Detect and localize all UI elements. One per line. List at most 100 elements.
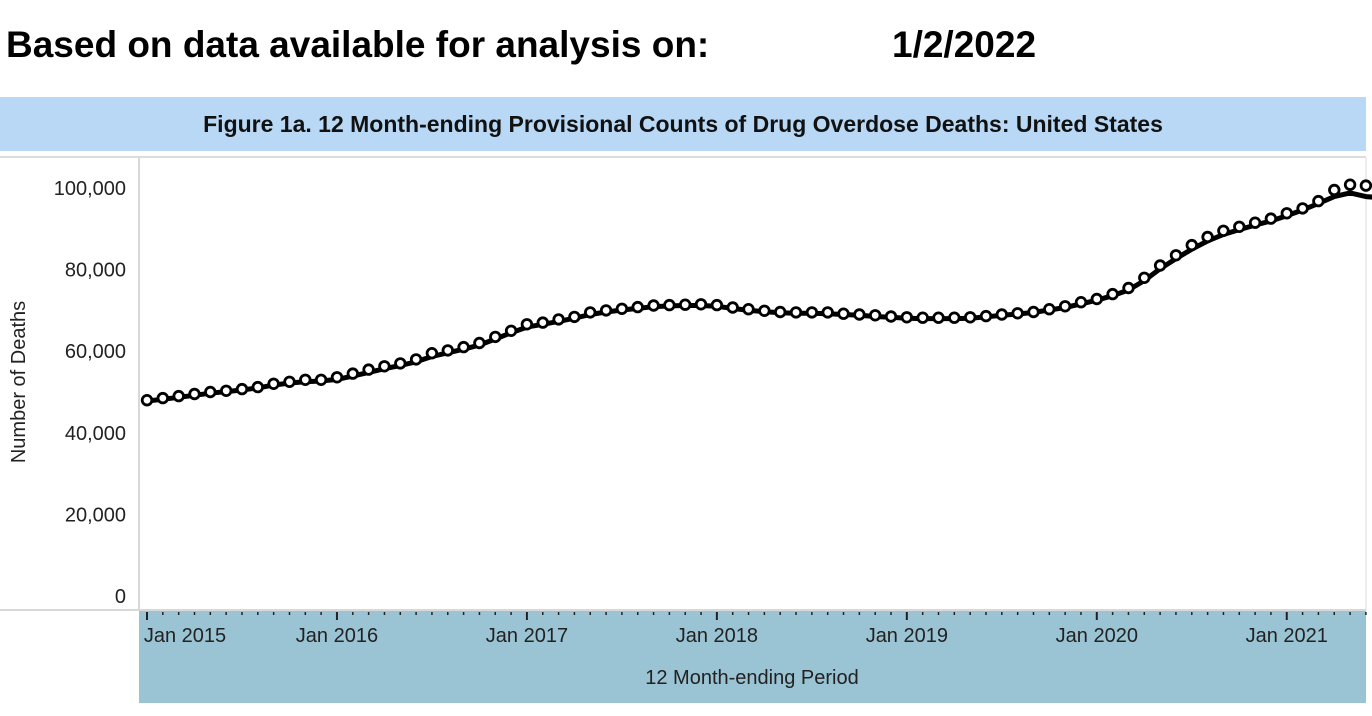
data-point: [536, 316, 550, 329]
data-point: [235, 382, 249, 396]
data-point: [1217, 224, 1230, 238]
data-point: [378, 360, 391, 373]
x-tick-label: Jan 2021: [1246, 625, 1328, 647]
data-point: [346, 367, 360, 380]
data-point: [789, 306, 803, 319]
data-point: [853, 308, 866, 321]
data-point: [884, 310, 898, 323]
data-point: [916, 311, 929, 324]
series-line: [144, 190, 1372, 404]
data-point: [156, 391, 170, 405]
data-point: [964, 311, 977, 324]
data-point: [489, 330, 502, 344]
data-point: [504, 324, 518, 338]
data-point: [821, 306, 834, 319]
data-point: [1058, 300, 1072, 313]
data-point: [1233, 220, 1246, 234]
data-point: [584, 306, 597, 319]
data-point: [1074, 296, 1088, 309]
data-point: [1106, 287, 1119, 301]
y-axis-title: Number of Deaths: [8, 301, 30, 463]
data-point: [679, 298, 692, 311]
data-point: [995, 308, 1009, 321]
x-axis-ticks: Jan 2015 Jan 2016 Jan 2017 Jan 2018 Jan 2019…: [144, 612, 1367, 647]
data-point: [267, 377, 280, 391]
data-point: [1328, 183, 1341, 197]
data-point: [758, 304, 771, 318]
data-point: [1011, 307, 1024, 320]
data-point: [1312, 194, 1325, 208]
data-point: [900, 311, 914, 324]
data-point: [1248, 216, 1262, 229]
data-point: [1153, 259, 1167, 272]
chart-title: Figure 1a. 12 Month-ending Provisional C…: [0, 97, 1366, 151]
data-point: [726, 301, 739, 314]
axes: [0, 158, 1367, 611]
data-point: [1169, 249, 1183, 262]
data-point: [409, 353, 423, 366]
data-point: [742, 303, 755, 316]
data-point: [1122, 281, 1135, 295]
y-tick-label: 20,000: [65, 504, 126, 526]
data-point: [520, 318, 534, 331]
data-point: [647, 299, 660, 312]
data-point: [948, 311, 961, 324]
data-point: [568, 310, 581, 324]
data-point: [1090, 292, 1104, 306]
data-point: [425, 347, 439, 360]
data-point: [869, 309, 882, 322]
x-tick-label: Jan 2016: [296, 625, 378, 647]
y-tick-label: 0: [115, 586, 126, 608]
data-point: [1201, 230, 1214, 244]
y-tick-label: 80,000: [65, 260, 126, 282]
series-points-group: [140, 178, 1372, 407]
data-point: [631, 300, 644, 314]
x-axis-title: 12 Month-ending Period: [645, 667, 858, 689]
data-point: [251, 380, 264, 394]
data-point: [299, 373, 312, 387]
data-point: [774, 305, 787, 319]
y-tick-label: 40,000: [65, 423, 126, 445]
title-divider: [0, 156, 1366, 158]
data-point: [837, 307, 850, 320]
analysis-date-value: 1/2/2022: [892, 24, 1037, 65]
data-point: [1343, 178, 1357, 191]
data-point: [457, 340, 470, 354]
data-point: [805, 306, 819, 319]
data-point: [979, 309, 993, 323]
y-axis-ticks: 0 20,000 40,000 60,000 80,000 100,000: [54, 178, 126, 608]
x-tick-label: Jan 2019: [866, 625, 948, 647]
data-point: [473, 336, 486, 350]
data-point: [219, 384, 233, 398]
data-point: [172, 389, 185, 403]
data-point: [1043, 303, 1056, 316]
data-point: [1264, 212, 1278, 225]
y-tick-label: 60,000: [65, 341, 126, 363]
data-point: [615, 302, 629, 316]
data-point: [1296, 202, 1309, 215]
data-point: [394, 357, 407, 370]
data-point: [694, 298, 708, 311]
data-point: [1027, 305, 1040, 319]
data-point: [330, 371, 344, 384]
data-point: [552, 313, 565, 326]
data-point: [932, 311, 945, 324]
data-point: [1280, 207, 1294, 220]
data-point: [188, 387, 201, 401]
data-point: [710, 298, 724, 312]
x-tick-label: Jan 2018: [676, 625, 758, 647]
x-tick-label: Jan 2015: [144, 625, 226, 647]
data-point: [283, 375, 296, 389]
series-line-group: [144, 190, 1372, 404]
y-tick-label: 100,000: [54, 178, 126, 200]
data-point: [204, 385, 217, 399]
data-point: [663, 298, 676, 312]
data-point: [314, 373, 328, 387]
data-point: [1359, 179, 1372, 192]
x-tick-label: Jan 2020: [1056, 625, 1138, 647]
data-point: [362, 363, 375, 376]
analysis-date-label: Based on data available for analysis on:: [6, 24, 710, 65]
x-tick-label: Jan 2017: [486, 625, 568, 647]
data-point: [599, 304, 613, 317]
